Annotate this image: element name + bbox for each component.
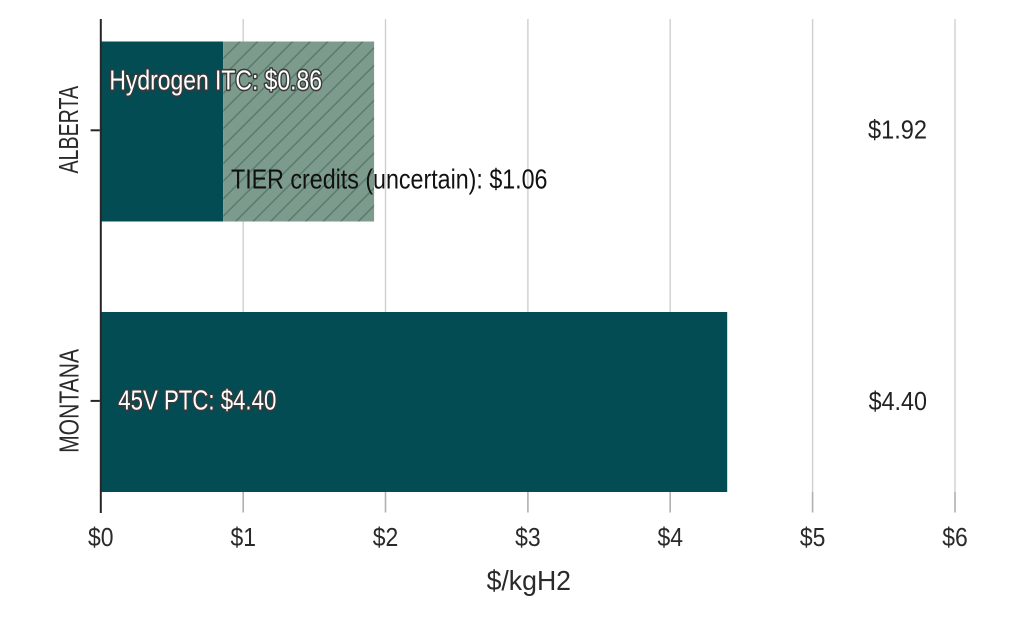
svg-text:MONTANA: MONTANA <box>54 348 85 452</box>
svg-text:$2: $2 <box>373 522 399 552</box>
svg-text:$5: $5 <box>800 522 826 552</box>
svg-text:$4.40: $4.40 <box>869 386 927 416</box>
svg-text:TIER credits (uncertain): $1.0: TIER credits (uncertain): $1.06 <box>231 163 548 194</box>
svg-text:45V PTC: $4.40: 45V PTC: $4.40 <box>118 384 276 415</box>
svg-text:$3: $3 <box>515 522 541 552</box>
svg-text:$6: $6 <box>942 522 968 552</box>
svg-text:$/kgH2: $/kgH2 <box>487 565 571 596</box>
svg-text:$1.92: $1.92 <box>868 114 927 144</box>
svg-text:Hydrogen ITC: $0.86: Hydrogen ITC: $0.86 <box>109 64 322 95</box>
svg-text:$0: $0 <box>88 522 114 552</box>
svg-text:ALBERTA: ALBERTA <box>53 85 84 173</box>
svg-text:$4: $4 <box>657 522 683 552</box>
svg-text:$1: $1 <box>230 522 256 552</box>
